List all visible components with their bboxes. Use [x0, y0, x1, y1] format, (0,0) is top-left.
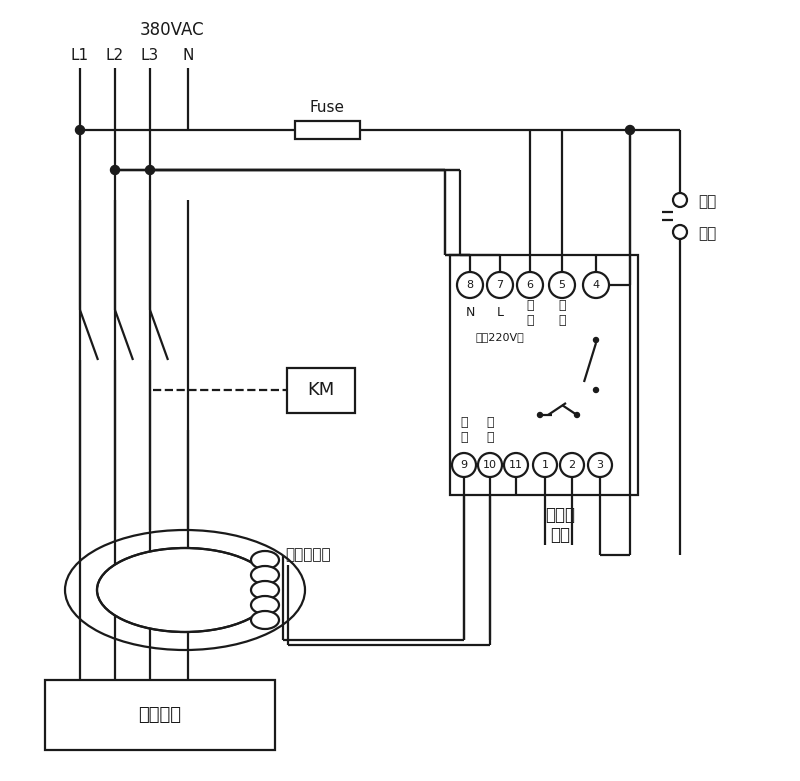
- Text: 试
验: 试 验: [558, 299, 566, 327]
- Text: 信
号: 信 号: [460, 416, 468, 444]
- Ellipse shape: [251, 581, 279, 599]
- Text: 11: 11: [509, 460, 523, 470]
- Text: 6: 6: [526, 280, 534, 290]
- Text: 4: 4: [593, 280, 599, 290]
- Circle shape: [75, 126, 85, 134]
- Circle shape: [583, 272, 609, 298]
- Circle shape: [538, 412, 542, 418]
- Circle shape: [594, 387, 598, 393]
- Ellipse shape: [251, 566, 279, 584]
- Text: 1: 1: [542, 460, 549, 470]
- Circle shape: [110, 166, 119, 174]
- Bar: [287, 368, 355, 413]
- Circle shape: [673, 225, 687, 239]
- Text: N: N: [182, 48, 194, 62]
- Circle shape: [146, 166, 154, 174]
- Text: Fuse: Fuse: [310, 101, 345, 116]
- Bar: [450, 255, 638, 495]
- Circle shape: [560, 453, 584, 477]
- Ellipse shape: [251, 551, 279, 569]
- Text: 自锁: 自锁: [698, 194, 716, 209]
- Text: 9: 9: [461, 460, 467, 470]
- Text: 电源220V～: 电源220V～: [475, 332, 524, 342]
- Circle shape: [574, 412, 579, 418]
- Text: 7: 7: [497, 280, 503, 290]
- Circle shape: [549, 272, 575, 298]
- Text: 试
验: 试 验: [526, 299, 534, 327]
- Text: N: N: [466, 306, 474, 319]
- Circle shape: [588, 453, 612, 477]
- Circle shape: [457, 272, 483, 298]
- Text: 报警: 报警: [550, 526, 570, 544]
- Circle shape: [452, 453, 476, 477]
- Text: 3: 3: [597, 460, 603, 470]
- Circle shape: [504, 453, 528, 477]
- Text: 开关: 开关: [698, 226, 716, 241]
- Text: 接声光: 接声光: [545, 506, 575, 524]
- Circle shape: [487, 272, 513, 298]
- Text: 10: 10: [483, 460, 497, 470]
- Circle shape: [594, 337, 598, 343]
- Text: 零序互感器: 零序互感器: [285, 547, 330, 562]
- Bar: [45, 680, 275, 750]
- Text: 380VAC: 380VAC: [140, 21, 205, 39]
- Text: 8: 8: [466, 280, 474, 290]
- Text: L3: L3: [141, 48, 159, 62]
- Text: L2: L2: [106, 48, 124, 62]
- Ellipse shape: [251, 596, 279, 614]
- Circle shape: [673, 193, 687, 207]
- Text: 5: 5: [558, 280, 566, 290]
- Text: L1: L1: [71, 48, 89, 62]
- Text: 2: 2: [569, 460, 575, 470]
- Text: 用户设备: 用户设备: [138, 706, 182, 724]
- Text: KM: KM: [307, 381, 334, 399]
- Ellipse shape: [97, 548, 273, 632]
- Text: 信
号: 信 号: [486, 416, 494, 444]
- Ellipse shape: [251, 611, 279, 629]
- Circle shape: [626, 126, 634, 134]
- Bar: [295, 121, 360, 139]
- Circle shape: [478, 453, 502, 477]
- Text: L: L: [497, 306, 503, 319]
- Circle shape: [533, 453, 557, 477]
- Circle shape: [517, 272, 543, 298]
